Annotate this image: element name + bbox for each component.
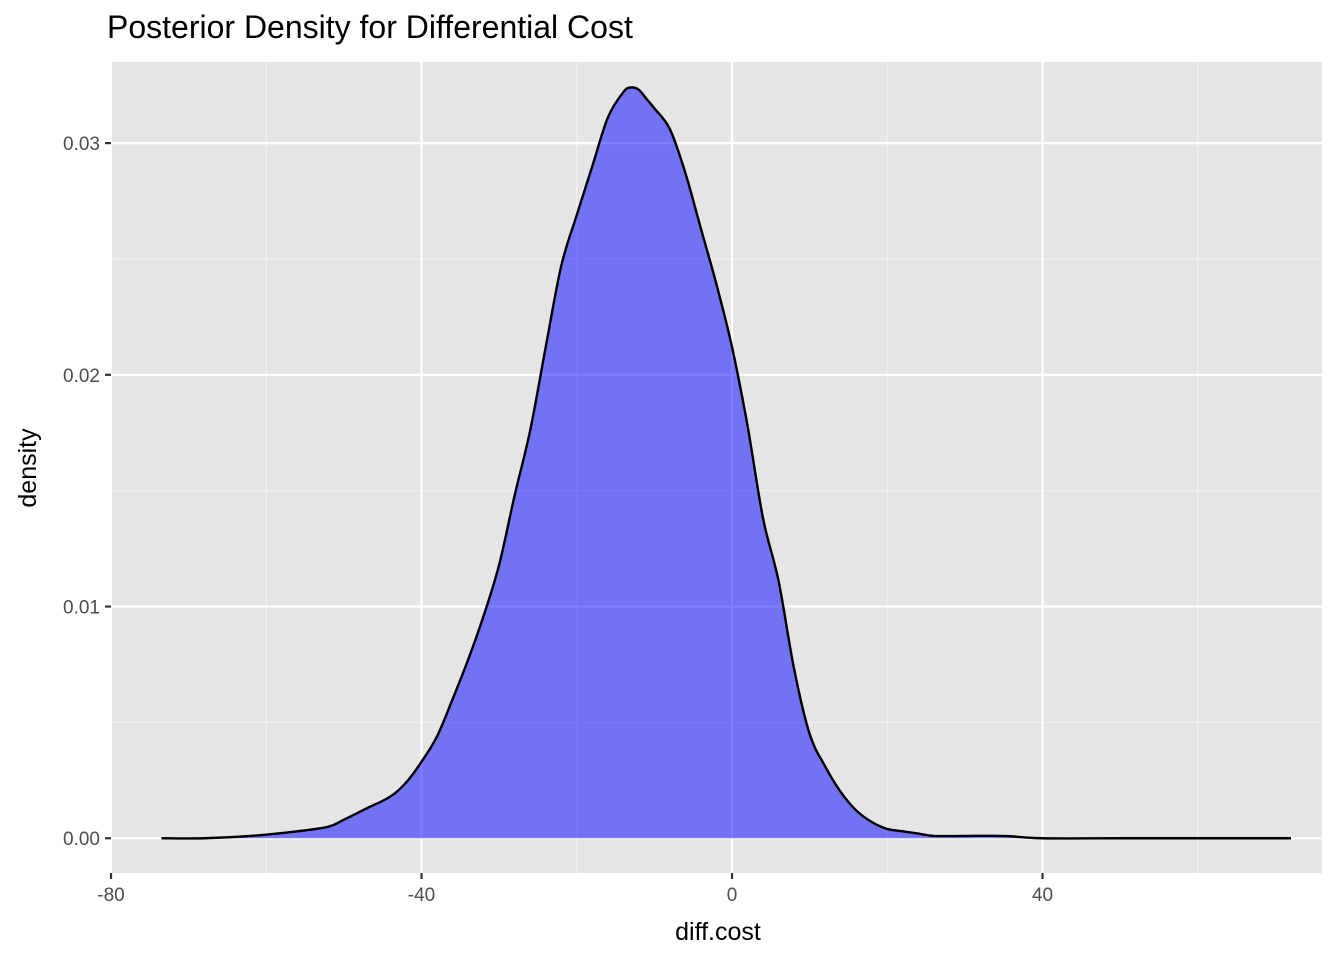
y-tick-label: 0.00 [63, 829, 100, 850]
y-axis-title: density [14, 428, 42, 508]
y-tick-label: 0.03 [63, 134, 100, 155]
density-area [161, 87, 1291, 839]
x-axis: -80 -40 0 40 [97, 873, 1053, 906]
x-tick-label: 40 [1032, 885, 1053, 906]
y-tick-label: 0.01 [63, 598, 100, 619]
y-tick-label: 0.02 [63, 366, 100, 387]
x-tick-label: -80 [97, 885, 124, 906]
chart-title: Posterior Density for Differential Cost [107, 9, 633, 45]
x-tick-label: -40 [408, 885, 435, 906]
x-axis-title: diff.cost [675, 918, 761, 946]
density-curve [161, 86, 1291, 840]
y-axis: 0.00 0.01 0.02 0.03 [63, 134, 111, 850]
x-tick-label: 0 [727, 885, 738, 906]
